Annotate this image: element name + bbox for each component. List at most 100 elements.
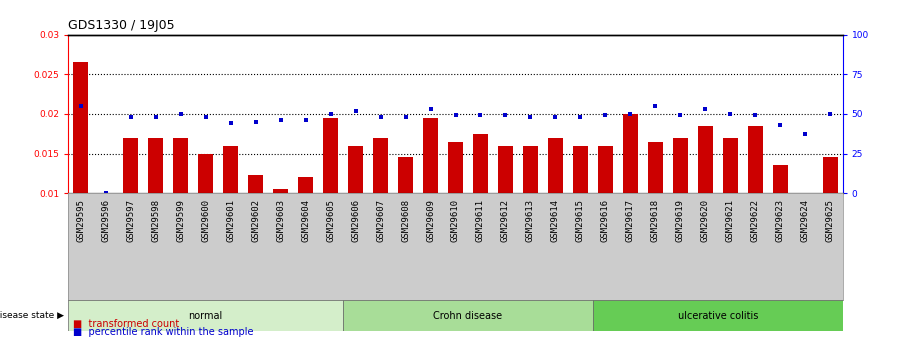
Bar <box>773 165 788 193</box>
Text: GSM29598: GSM29598 <box>151 198 160 241</box>
Point <box>548 114 563 120</box>
Text: GSM29620: GSM29620 <box>701 198 710 241</box>
Text: GSM29600: GSM29600 <box>201 198 210 241</box>
Bar <box>374 138 388 193</box>
Point <box>298 117 312 123</box>
Bar <box>593 300 843 331</box>
Bar <box>73 62 88 193</box>
Text: GSM29621: GSM29621 <box>726 198 735 241</box>
Point <box>323 111 338 117</box>
Text: GSM29615: GSM29615 <box>576 198 585 241</box>
Bar <box>343 300 593 331</box>
Bar <box>722 138 738 193</box>
Text: GSM29597: GSM29597 <box>127 198 135 241</box>
Bar <box>423 118 438 193</box>
Text: GSM29617: GSM29617 <box>626 198 635 241</box>
Bar <box>823 157 838 193</box>
Text: GSM29614: GSM29614 <box>551 198 560 241</box>
Text: GSM29608: GSM29608 <box>401 198 410 241</box>
Text: GSM29604: GSM29604 <box>302 198 310 241</box>
Text: ■  transformed count: ■ transformed count <box>73 319 179 329</box>
Bar <box>68 300 343 331</box>
Bar <box>748 126 763 193</box>
Bar <box>398 157 413 193</box>
Bar <box>248 175 263 193</box>
Text: normal: normal <box>189 311 223 321</box>
Text: Crohn disease: Crohn disease <box>434 311 503 321</box>
Bar <box>148 138 163 193</box>
Point <box>648 103 662 109</box>
Point <box>748 113 763 118</box>
Text: GSM29613: GSM29613 <box>526 198 535 241</box>
Bar <box>123 138 138 193</box>
Bar <box>323 118 338 193</box>
Bar <box>223 146 238 193</box>
Text: GSM29607: GSM29607 <box>376 198 385 241</box>
Point <box>124 114 138 120</box>
Point <box>273 117 288 123</box>
Text: GSM29624: GSM29624 <box>801 198 810 241</box>
Point <box>698 106 712 112</box>
Text: GSM29616: GSM29616 <box>601 198 609 241</box>
Text: GSM29606: GSM29606 <box>351 198 360 241</box>
Point <box>623 111 638 117</box>
Point <box>398 114 413 120</box>
Bar <box>448 141 463 193</box>
Text: GSM29622: GSM29622 <box>751 198 760 241</box>
Point <box>249 119 263 125</box>
Point <box>199 114 213 120</box>
Point <box>448 113 463 118</box>
Bar <box>523 146 537 193</box>
Point <box>74 103 88 109</box>
Point <box>148 114 163 120</box>
Text: GSM29625: GSM29625 <box>825 198 834 241</box>
Text: GSM29595: GSM29595 <box>77 198 86 241</box>
Bar <box>298 177 313 193</box>
Text: ■  percentile rank within the sample: ■ percentile rank within the sample <box>73 327 253 337</box>
Point <box>374 114 388 120</box>
Bar <box>498 146 513 193</box>
Point <box>673 113 688 118</box>
Point <box>523 114 537 120</box>
Text: GDS1330 / 19J05: GDS1330 / 19J05 <box>68 19 175 32</box>
Bar <box>173 138 189 193</box>
Point <box>798 132 813 137</box>
Point <box>599 113 613 118</box>
Text: GSM29611: GSM29611 <box>476 198 485 241</box>
Text: GSM29618: GSM29618 <box>650 198 660 241</box>
Text: GSM29609: GSM29609 <box>426 198 435 241</box>
Bar <box>199 154 213 193</box>
Bar <box>573 146 588 193</box>
Point <box>573 114 588 120</box>
Point <box>823 111 837 117</box>
Text: GSM29602: GSM29602 <box>251 198 261 241</box>
Text: GSM29610: GSM29610 <box>451 198 460 241</box>
Bar <box>673 138 688 193</box>
Point <box>424 106 438 112</box>
Text: GSM29599: GSM29599 <box>176 198 185 241</box>
Text: GSM29601: GSM29601 <box>226 198 235 241</box>
Text: disease state ▶: disease state ▶ <box>0 311 64 320</box>
Point <box>723 111 738 117</box>
Point <box>98 190 113 196</box>
Text: ulcerative colitis: ulcerative colitis <box>678 311 758 321</box>
Point <box>173 111 188 117</box>
Text: GSM29623: GSM29623 <box>776 198 784 241</box>
Bar <box>473 134 488 193</box>
Text: GSM29612: GSM29612 <box>501 198 510 241</box>
Point <box>223 121 238 126</box>
Bar <box>648 141 663 193</box>
Point <box>773 122 787 128</box>
Text: GSM29605: GSM29605 <box>326 198 335 241</box>
Point <box>498 113 513 118</box>
Text: GSM29603: GSM29603 <box>276 198 285 241</box>
Bar <box>598 146 613 193</box>
Bar <box>698 126 712 193</box>
Bar <box>623 114 638 193</box>
Bar <box>273 189 288 193</box>
Point <box>473 113 487 118</box>
Bar <box>548 138 563 193</box>
Point <box>348 108 363 114</box>
Text: GSM29619: GSM29619 <box>676 198 685 241</box>
Text: GSM29596: GSM29596 <box>101 198 110 241</box>
